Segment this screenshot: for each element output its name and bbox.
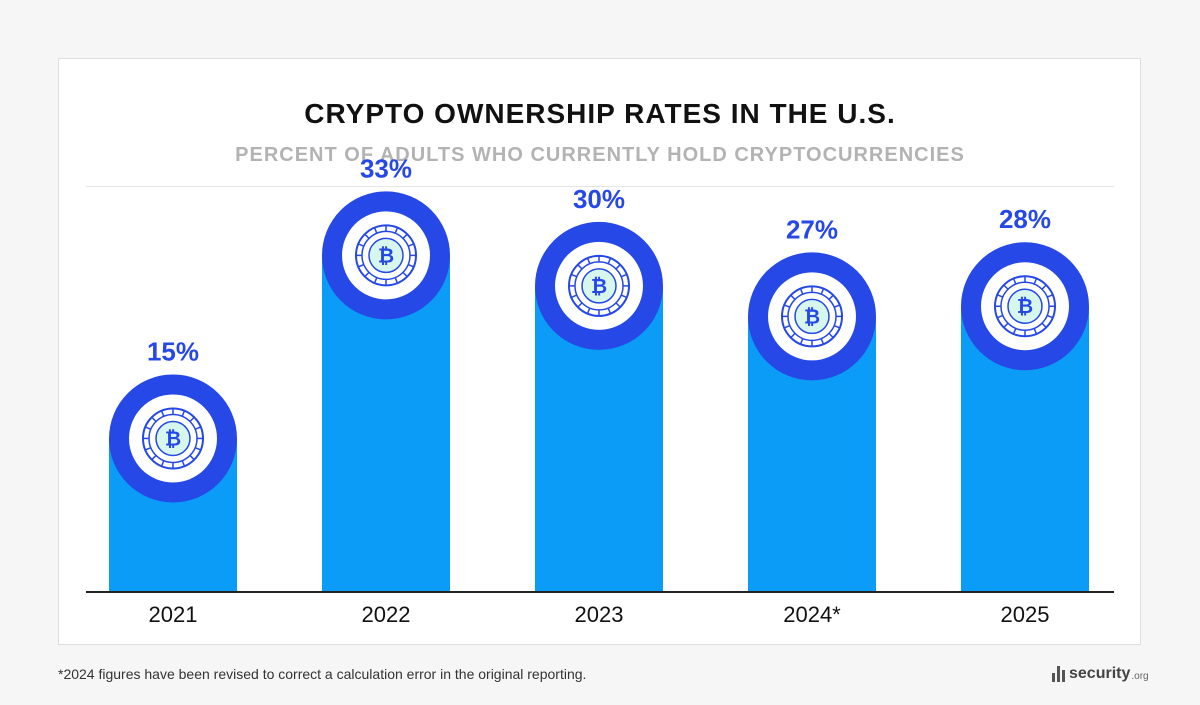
data-label: 28% — [999, 204, 1051, 234]
coin-notch — [820, 338, 825, 345]
brand-tld: .org — [1131, 671, 1149, 682]
coin-notch — [1041, 284, 1047, 290]
coin-notch — [194, 426, 202, 430]
coin-notch — [620, 273, 628, 278]
coin-notch — [144, 426, 152, 430]
data-label: 30% — [573, 184, 625, 214]
coin-notch — [194, 446, 202, 451]
coin-notch — [357, 263, 365, 268]
coin-notch — [620, 294, 628, 299]
coin-notch — [373, 227, 378, 234]
coin-notch — [799, 338, 804, 345]
coin-notch — [407, 243, 415, 247]
data-label: 33% — [360, 153, 412, 183]
bitcoin-coin-icon: ₿ — [355, 224, 417, 287]
coin-face — [368, 237, 404, 274]
coin-notch — [151, 454, 157, 461]
coin-notch — [790, 332, 796, 339]
coin-notch — [1046, 314, 1054, 319]
coin-notch — [607, 307, 612, 314]
coin-notch — [160, 410, 165, 417]
coin-notch — [586, 257, 591, 265]
bitcoin-coin-icon: ₿ — [142, 407, 204, 470]
coin-face — [155, 420, 191, 457]
coin-notch — [607, 257, 612, 265]
bitcoin-coin-icon: ₿ — [994, 275, 1056, 338]
bitcoin-coin-icon: ₿ — [781, 285, 843, 348]
coin-face — [794, 298, 830, 335]
footnote: *2024 figures have been revised to corre… — [58, 666, 587, 682]
coin-notch — [1012, 278, 1017, 285]
coin-notch — [577, 264, 583, 270]
bitcoin-symbol-icon: ₿ — [165, 426, 181, 450]
coin-notch — [144, 446, 152, 451]
coin-notch — [799, 288, 804, 295]
coin-notch — [1003, 322, 1009, 328]
data-label: 15% — [147, 336, 199, 366]
coin-notch — [151, 416, 157, 423]
bitcoin-symbol-icon: ₿ — [1017, 294, 1033, 318]
coin-face — [1007, 288, 1043, 324]
bar-group: ₿ 30% 2023 — [535, 184, 663, 627]
coin-notch — [828, 294, 834, 300]
data-label: 27% — [786, 214, 838, 244]
x-tick-label: 2025 — [1001, 602, 1050, 627]
coin-notch — [1033, 278, 1038, 285]
bitcoin-coin-icon: ₿ — [568, 254, 630, 317]
x-tick-label: 2023 — [575, 602, 624, 627]
coin-notch — [364, 271, 370, 278]
coin-notch — [1046, 294, 1054, 298]
coin-notch — [160, 460, 165, 467]
brand-name: security — [1069, 665, 1131, 682]
bar-group: ₿ 27% 2024* — [748, 214, 876, 627]
x-tick-label: 2021 — [149, 602, 198, 627]
chart-title: CRYPTO OWNERSHIP RATES IN THE U.S. — [304, 98, 896, 129]
coin-notch — [996, 294, 1004, 298]
title-divider — [86, 186, 1114, 187]
coin-notch — [394, 227, 399, 234]
x-tick-label: 2022 — [362, 602, 411, 627]
coin-notch — [820, 288, 825, 295]
coin-notch — [402, 233, 408, 239]
bars-logo-icon — [1052, 666, 1065, 682]
coin-notch — [181, 460, 186, 467]
coin-notch — [1012, 328, 1017, 335]
coin-notch — [570, 273, 578, 278]
coin-notch — [577, 302, 583, 308]
coin-notch — [833, 324, 841, 329]
chart-subtitle: PERCENT OF ADULTS WHO CURRENTLY HOLD CRY… — [235, 144, 965, 166]
coin-notch — [189, 416, 195, 423]
coin-notch — [394, 277, 399, 284]
coin-face — [581, 268, 617, 304]
coin-notch — [828, 332, 834, 339]
bar-group: ₿ 33% 2022 — [322, 153, 450, 627]
coin-notch — [783, 324, 791, 329]
coin-notch — [1003, 284, 1009, 290]
coin-notch — [181, 410, 186, 417]
coin-notch — [615, 264, 621, 270]
bar-group: ₿ 28% 2025 — [961, 204, 1089, 627]
coin-notch — [189, 454, 195, 461]
coin-notch — [364, 233, 370, 239]
coin-notch — [1033, 328, 1038, 335]
coin-notch — [1041, 322, 1047, 328]
coin-notch — [402, 271, 408, 278]
x-tick-label: 2024* — [783, 602, 841, 627]
coin-notch — [570, 294, 578, 299]
coin-notch — [833, 304, 841, 308]
bar-group: ₿ 15% 2021 — [109, 336, 237, 627]
coin-notch — [357, 243, 365, 247]
coin-notch — [790, 294, 796, 300]
coin-notch — [586, 307, 591, 314]
coin-notch — [407, 263, 415, 268]
coin-notch — [996, 314, 1004, 319]
brand-logo: security .org — [1052, 663, 1149, 685]
bitcoin-symbol-icon: ₿ — [591, 274, 607, 298]
coin-notch — [373, 277, 378, 284]
coin-notch — [615, 302, 621, 308]
bitcoin-symbol-icon: ₿ — [378, 243, 394, 267]
bitcoin-symbol-icon: ₿ — [804, 304, 820, 328]
coin-notch — [783, 304, 791, 308]
